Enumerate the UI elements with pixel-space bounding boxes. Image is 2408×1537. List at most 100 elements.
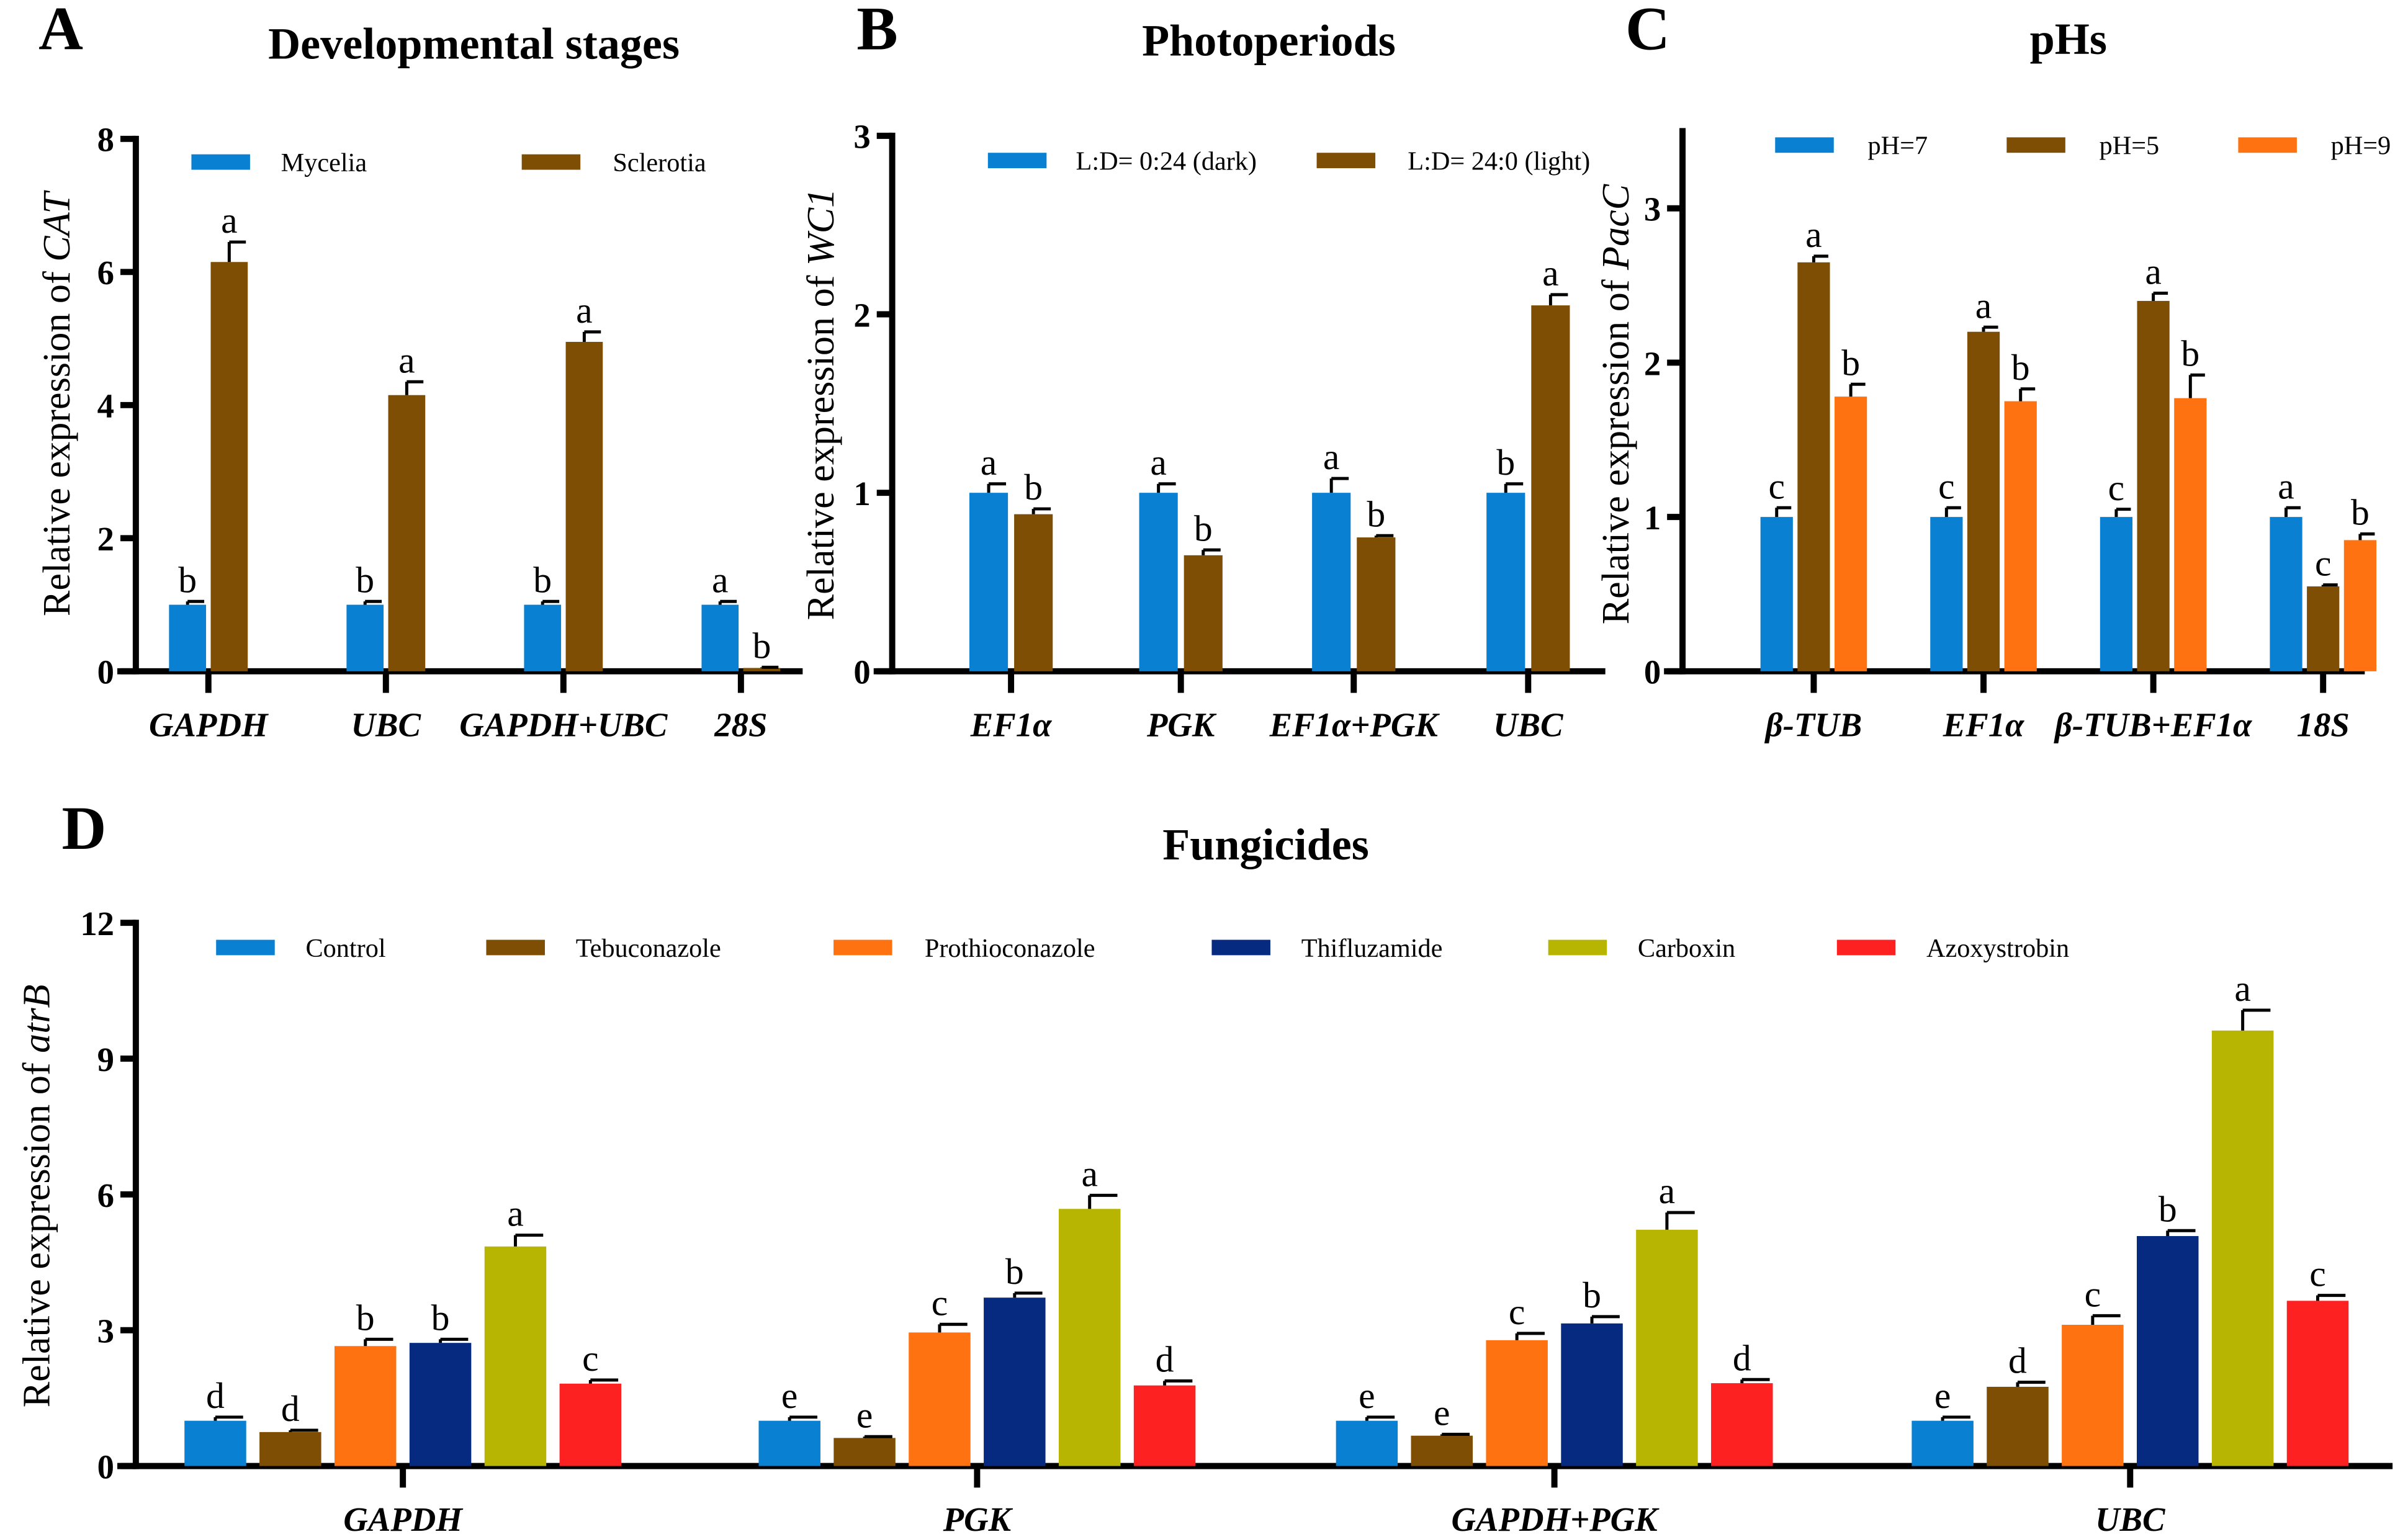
significance-letter: b xyxy=(533,559,552,600)
y-axis-label-prefix: Relative expression of xyxy=(1595,270,1637,624)
bar-azoxystrobin xyxy=(1133,1385,1196,1466)
legend-swatch xyxy=(987,153,1047,169)
y-tick-label: 6 xyxy=(97,1176,114,1214)
significance-letter: c xyxy=(1938,465,1955,506)
significance-letter: c xyxy=(1768,465,1785,506)
x-tick-label: EF1α xyxy=(1943,706,2024,743)
significance-letter: c xyxy=(2085,1273,2101,1314)
y-axis-label-prefix: Relative expression of xyxy=(36,262,78,616)
x-tick-label: 28S xyxy=(714,706,767,743)
significance-letter: e xyxy=(1934,1375,1951,1416)
significance-letter: a xyxy=(221,200,238,241)
x-tick-label: EF1α xyxy=(970,706,1052,743)
bar-tebuconazole xyxy=(1987,1386,2049,1466)
bar-l-d-24-0-light- xyxy=(1014,514,1053,671)
y-tick-label: 6 xyxy=(97,254,114,292)
bar-ph-9 xyxy=(2004,401,2037,671)
significance-letter: b xyxy=(1005,1251,1024,1292)
x-tick-label: GAPDH+PGK xyxy=(1452,1500,1660,1537)
chart-title: Developmental stages xyxy=(268,19,680,69)
y-tick-label: 0 xyxy=(853,653,870,691)
x-tick-label: 18S xyxy=(2297,706,2350,743)
x-tick-label: UBC xyxy=(351,706,421,743)
bar-mycelia xyxy=(524,604,562,671)
bar-ph-7 xyxy=(2270,517,2302,671)
significance-letter: b xyxy=(2159,1188,2177,1229)
bar-ph-5 xyxy=(2307,586,2340,671)
y-tick-label: 3 xyxy=(853,118,870,156)
significance-letter: a xyxy=(2234,968,2251,1009)
bar-sclerotia xyxy=(388,395,426,671)
x-tick-label: GAPDH xyxy=(149,706,269,743)
y-axis-label: Relative expression of WC1 xyxy=(800,189,842,621)
y-tick-label: 8 xyxy=(97,121,114,159)
bar-carboxin xyxy=(1058,1209,1121,1466)
significance-letter: c xyxy=(2309,1253,2326,1294)
bar-ph-7 xyxy=(2100,517,2133,671)
x-tick-label: GAPDH+UBC xyxy=(459,706,668,743)
significance-letter: a xyxy=(398,339,415,380)
legend-swatch xyxy=(521,154,581,170)
y-tick-label: 1 xyxy=(853,475,870,513)
bar-sclerotia xyxy=(743,668,781,671)
panel-a: A Developmental stages Relative expression… xyxy=(36,0,803,743)
significance-letter: a xyxy=(1081,1153,1098,1194)
significance-letter: a xyxy=(1150,442,1167,483)
bar-azoxystrobin xyxy=(559,1383,622,1466)
bar-ph-9 xyxy=(2174,398,2207,671)
legend-swatch xyxy=(1836,939,1896,956)
y-tick-label: 2 xyxy=(1644,344,1661,382)
significance-letter: c xyxy=(2315,543,2332,584)
bar-prothioconazole xyxy=(334,1346,397,1466)
significance-letter: e xyxy=(856,1394,873,1435)
panel-letter: D xyxy=(61,794,106,863)
bar-ph-7 xyxy=(1930,517,1963,671)
legend-label: Thifluzamide xyxy=(1301,934,1443,963)
y-tick-label: 2 xyxy=(97,520,114,558)
significance-letter: b xyxy=(1194,508,1213,549)
significance-letter: d xyxy=(206,1375,225,1416)
significance-letter: e xyxy=(1359,1375,1375,1416)
legend-swatch xyxy=(833,939,892,956)
bar-control xyxy=(1912,1420,1974,1466)
bar-thifluzamide xyxy=(2137,1236,2199,1466)
bar-mycelia xyxy=(701,604,739,671)
significance-letter: d xyxy=(2008,1340,2027,1381)
bar-tebuconazole xyxy=(1411,1435,1473,1466)
bar-ph-9 xyxy=(1835,397,1867,671)
bar-thifluzamide xyxy=(984,1297,1046,1466)
bar-sclerotia xyxy=(565,341,603,671)
panel-letter: A xyxy=(38,0,83,63)
legend-label: pH=7 xyxy=(1867,132,1928,161)
y-axis-label: Relative expression of atrB xyxy=(16,984,58,1407)
x-tick-label: GAPDH xyxy=(343,1500,463,1537)
bar-l-d-0-24-dark- xyxy=(1312,493,1351,671)
bar-control xyxy=(1336,1420,1398,1466)
bar-control xyxy=(184,1420,246,1466)
x-tick-label: PGK xyxy=(943,1500,1013,1537)
significance-letter: b xyxy=(753,625,771,666)
legend-swatch xyxy=(2006,137,2065,153)
significance-letter: a xyxy=(1323,436,1340,477)
legend-label: Prothioconazole xyxy=(925,934,1095,963)
y-tick-label: 12 xyxy=(80,905,114,943)
bar-l-d-24-0-light- xyxy=(1531,305,1570,671)
legend-label: L:D= 0:24 (dark) xyxy=(1076,147,1257,176)
significance-letter: a xyxy=(1975,285,1992,326)
y-axis-label-gene: PacC xyxy=(1595,183,1637,271)
bar-ph-7 xyxy=(1760,517,1793,671)
bar-thifluzamide xyxy=(1561,1323,1623,1466)
bar-l-d-0-24-dark- xyxy=(1139,493,1178,671)
significance-letter: b xyxy=(1024,467,1043,508)
chart-title: Photoperiods xyxy=(1142,16,1396,66)
significance-letter: b xyxy=(356,1297,375,1338)
legend-swatch xyxy=(1775,137,1834,153)
y-axis-label-prefix: Relative expression of xyxy=(16,1053,58,1407)
bar-prothioconazole xyxy=(2062,1324,2124,1466)
bar-ph-5 xyxy=(1797,262,1830,671)
significance-letter: d xyxy=(1733,1337,1751,1378)
bar-ph-5 xyxy=(2137,300,2170,671)
significance-letter: c xyxy=(1509,1291,1525,1332)
y-tick-label: 4 xyxy=(97,387,114,425)
